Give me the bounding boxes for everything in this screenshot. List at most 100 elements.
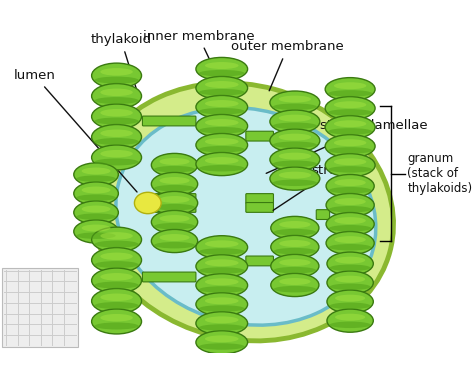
Ellipse shape — [325, 154, 375, 177]
Text: lumen: lumen — [14, 69, 137, 192]
Ellipse shape — [100, 129, 133, 137]
Ellipse shape — [196, 255, 247, 278]
Ellipse shape — [74, 201, 118, 224]
Ellipse shape — [279, 259, 310, 266]
Ellipse shape — [196, 115, 247, 138]
Ellipse shape — [273, 141, 317, 148]
Ellipse shape — [199, 165, 245, 172]
Ellipse shape — [330, 303, 371, 309]
Ellipse shape — [76, 232, 116, 239]
Ellipse shape — [74, 182, 118, 205]
Ellipse shape — [151, 172, 198, 195]
FancyBboxPatch shape — [142, 272, 196, 282]
Ellipse shape — [100, 88, 133, 96]
Ellipse shape — [205, 81, 238, 88]
Ellipse shape — [279, 278, 310, 285]
Ellipse shape — [89, 83, 393, 341]
Ellipse shape — [154, 166, 195, 172]
Ellipse shape — [74, 220, 118, 243]
Ellipse shape — [270, 110, 320, 133]
Ellipse shape — [335, 276, 365, 283]
Ellipse shape — [335, 295, 365, 302]
FancyBboxPatch shape — [246, 131, 273, 141]
Ellipse shape — [74, 163, 118, 186]
Ellipse shape — [196, 274, 247, 297]
Ellipse shape — [326, 232, 374, 255]
Ellipse shape — [328, 90, 372, 97]
Ellipse shape — [159, 158, 190, 165]
Ellipse shape — [271, 254, 319, 278]
Ellipse shape — [196, 236, 247, 259]
Ellipse shape — [279, 95, 311, 103]
Ellipse shape — [196, 134, 247, 157]
FancyBboxPatch shape — [142, 194, 196, 203]
Ellipse shape — [100, 294, 133, 301]
Ellipse shape — [330, 264, 371, 271]
Ellipse shape — [205, 240, 238, 247]
Text: inner membrane: inner membrane — [143, 30, 255, 83]
Ellipse shape — [151, 210, 198, 233]
Ellipse shape — [335, 198, 366, 205]
Ellipse shape — [330, 283, 371, 290]
Ellipse shape — [82, 206, 110, 213]
Ellipse shape — [199, 343, 245, 350]
Ellipse shape — [82, 167, 110, 175]
FancyBboxPatch shape — [246, 194, 273, 203]
Ellipse shape — [325, 78, 375, 101]
Ellipse shape — [100, 314, 133, 322]
Ellipse shape — [205, 138, 238, 145]
Ellipse shape — [328, 128, 372, 135]
Ellipse shape — [270, 91, 320, 114]
Bar — [2, 268, 78, 347]
Ellipse shape — [279, 240, 310, 247]
Ellipse shape — [116, 107, 376, 325]
Ellipse shape — [199, 267, 245, 274]
Ellipse shape — [95, 302, 138, 309]
Ellipse shape — [151, 153, 198, 176]
Ellipse shape — [205, 157, 238, 164]
Ellipse shape — [335, 314, 365, 321]
Ellipse shape — [326, 175, 374, 198]
Ellipse shape — [334, 158, 366, 165]
Ellipse shape — [82, 186, 110, 194]
Ellipse shape — [95, 117, 138, 125]
Ellipse shape — [327, 309, 374, 332]
Ellipse shape — [326, 213, 374, 236]
Ellipse shape — [270, 167, 320, 190]
Ellipse shape — [151, 229, 198, 253]
Ellipse shape — [196, 312, 247, 335]
Ellipse shape — [335, 257, 365, 264]
Ellipse shape — [273, 122, 317, 129]
Ellipse shape — [271, 216, 319, 239]
Ellipse shape — [205, 278, 238, 285]
Ellipse shape — [196, 293, 247, 316]
Ellipse shape — [279, 172, 311, 179]
Ellipse shape — [335, 236, 366, 243]
Ellipse shape — [135, 192, 161, 214]
Ellipse shape — [76, 213, 116, 220]
Ellipse shape — [154, 185, 195, 191]
Ellipse shape — [91, 63, 142, 88]
Ellipse shape — [279, 115, 311, 122]
FancyBboxPatch shape — [142, 116, 196, 126]
Ellipse shape — [95, 97, 138, 104]
Ellipse shape — [328, 166, 372, 173]
Ellipse shape — [154, 242, 195, 248]
Ellipse shape — [199, 248, 245, 255]
Ellipse shape — [100, 109, 133, 116]
Ellipse shape — [199, 286, 245, 293]
Ellipse shape — [196, 57, 247, 81]
Text: outer membrane: outer membrane — [231, 41, 344, 91]
Ellipse shape — [273, 286, 316, 292]
Ellipse shape — [335, 217, 366, 224]
Ellipse shape — [196, 76, 247, 100]
Ellipse shape — [91, 227, 142, 252]
Ellipse shape — [91, 309, 142, 334]
Ellipse shape — [327, 252, 374, 275]
Ellipse shape — [327, 271, 374, 294]
Ellipse shape — [91, 84, 142, 109]
Ellipse shape — [199, 70, 245, 76]
Ellipse shape — [199, 108, 245, 115]
Ellipse shape — [205, 62, 238, 69]
Ellipse shape — [91, 125, 142, 150]
